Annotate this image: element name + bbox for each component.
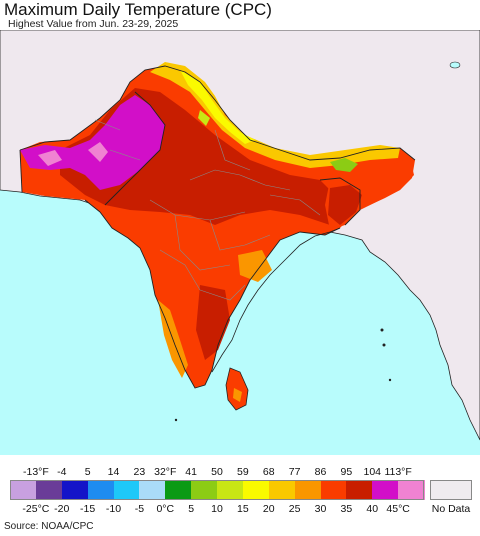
legend-swatch [191,480,218,500]
central-mild [238,250,272,282]
legend-swatch [87,480,114,500]
legend-swatch [268,480,296,500]
legend-swatch [35,480,63,500]
legend-swatch [294,480,321,500]
color-legend: -13°F -4 5 14 23 32°F 41 50 59 68 77 86 95 104 113°F -2… [0,460,480,522]
legend-swatch [165,480,192,500]
legend-swatch [61,480,89,500]
nepal-cold [330,158,358,172]
legend-fahrenheit-label: 86 [314,466,327,478]
legend-swatch [139,480,166,500]
legend-celsius-label: 35 [340,503,353,515]
hottest-spot-west [38,150,62,166]
himalaya-cool [180,70,255,144]
legend-fahrenheit-label: 77 [288,466,301,478]
legend-celsius-label: -5 [134,503,145,515]
himalaya-belt [150,62,400,168]
legend-swatch [10,480,37,500]
extreme-heat-pakistan [20,95,165,190]
legend-swatch [372,480,399,500]
legend-celsius-label: -25°C [22,503,50,515]
legend-celsius-label: 30 [314,503,327,515]
legend-fahrenheit-label: 5 [84,466,91,478]
maldives-island [174,418,178,422]
himalaya-cold [198,110,210,126]
legend-celsius-label: 15 [237,503,249,515]
legend-fahrenheit-label: 95 [340,466,353,478]
legend-swatch [346,480,373,500]
east-coast [211,227,341,373]
legend-celsius-label: 20 [262,503,275,515]
sri-lanka [225,367,249,411]
legend-celsius-label: 25 [288,503,301,515]
legend-fahrenheit-label: 104 [363,466,382,478]
legend-swatch [217,480,244,500]
lake [449,61,461,69]
legend-swatch [113,480,140,500]
legend-celsius-label: -20 [54,503,70,515]
legend-fahrenheit-label: 23 [133,466,146,478]
legend-fahrenheit-label: -13°F [22,466,49,478]
source-credit: Source: NOAA/CPC [4,521,94,532]
legend-swatch [320,480,347,500]
legend-celsius-label: -15 [80,503,96,515]
legend-fahrenheit-label: 14 [107,466,120,478]
legend-fahrenheit-label: 41 [185,466,197,478]
legend-celsius-label: 0°C [156,503,175,515]
legend-fahrenheit-label: 50 [211,466,223,478]
legend-fahrenheit-label: -4 [57,466,67,478]
legend-fahrenheit-label: 68 [262,466,275,478]
legend-celsius-label: 45°C [386,503,410,515]
legend-fahrenheit-label: 113°F [384,466,412,478]
legend-nodata-label: No Data [431,503,471,515]
legend-celsius-label: -10 [105,503,122,515]
map-title: Maximum Daily Temperature (CPC) [4,0,272,19]
legend-swatch [398,480,425,500]
andaman-island [382,343,386,347]
map-subtitle: Highest Value from Jun. 23-29, 2025 [8,18,179,30]
legend-fahrenheit-label: 59 [237,466,249,478]
south-hot-core [196,285,230,360]
bangladesh-hot [328,185,362,225]
legend-swatch [242,480,270,500]
state-boundaries [94,119,321,301]
sri-lanka-mild [233,388,242,402]
country-borders [19,65,416,389]
legend-fahrenheit-label: 32°F [154,466,177,478]
hottest-spot [88,142,108,162]
legend-celsius-label: 10 [211,503,223,515]
legend-nodata-swatch [430,480,472,500]
nicobar-island [388,378,392,382]
andaman-island [380,328,384,332]
legend-celsius-label: 40 [366,503,379,515]
temperature-map [0,30,480,455]
legend-celsius-label: 5 [188,503,195,515]
